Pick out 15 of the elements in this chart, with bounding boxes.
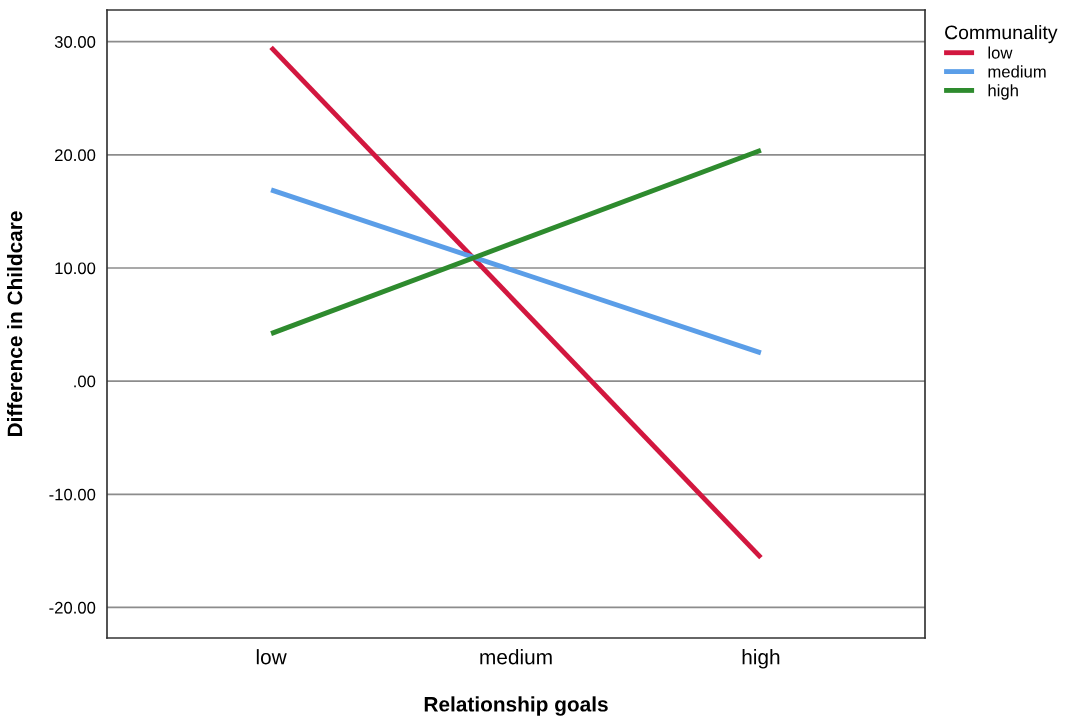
y-tick-label: 20.00 — [55, 149, 96, 162]
x-axis-title: Relationship goals — [424, 696, 608, 716]
y-tick-label: -10.00 — [49, 488, 96, 501]
y-tick-label: -20.00 — [49, 601, 96, 614]
y-axis-title: Difference in Childcare — [6, 211, 23, 437]
y-tick-label: 10.00 — [55, 262, 96, 275]
x-tick-label: medium — [480, 649, 552, 665]
legend-title: Communality — [945, 25, 1058, 44]
y-tick-label: 30.00 — [54, 36, 96, 48]
y-tick-label: .00 — [74, 375, 96, 388]
legend-label: low — [988, 46, 1013, 59]
legend-label: medium — [988, 65, 1046, 78]
x-tick-label: low — [256, 649, 287, 665]
x-tick-label: high — [742, 649, 780, 669]
legend-label: high — [988, 84, 1018, 100]
